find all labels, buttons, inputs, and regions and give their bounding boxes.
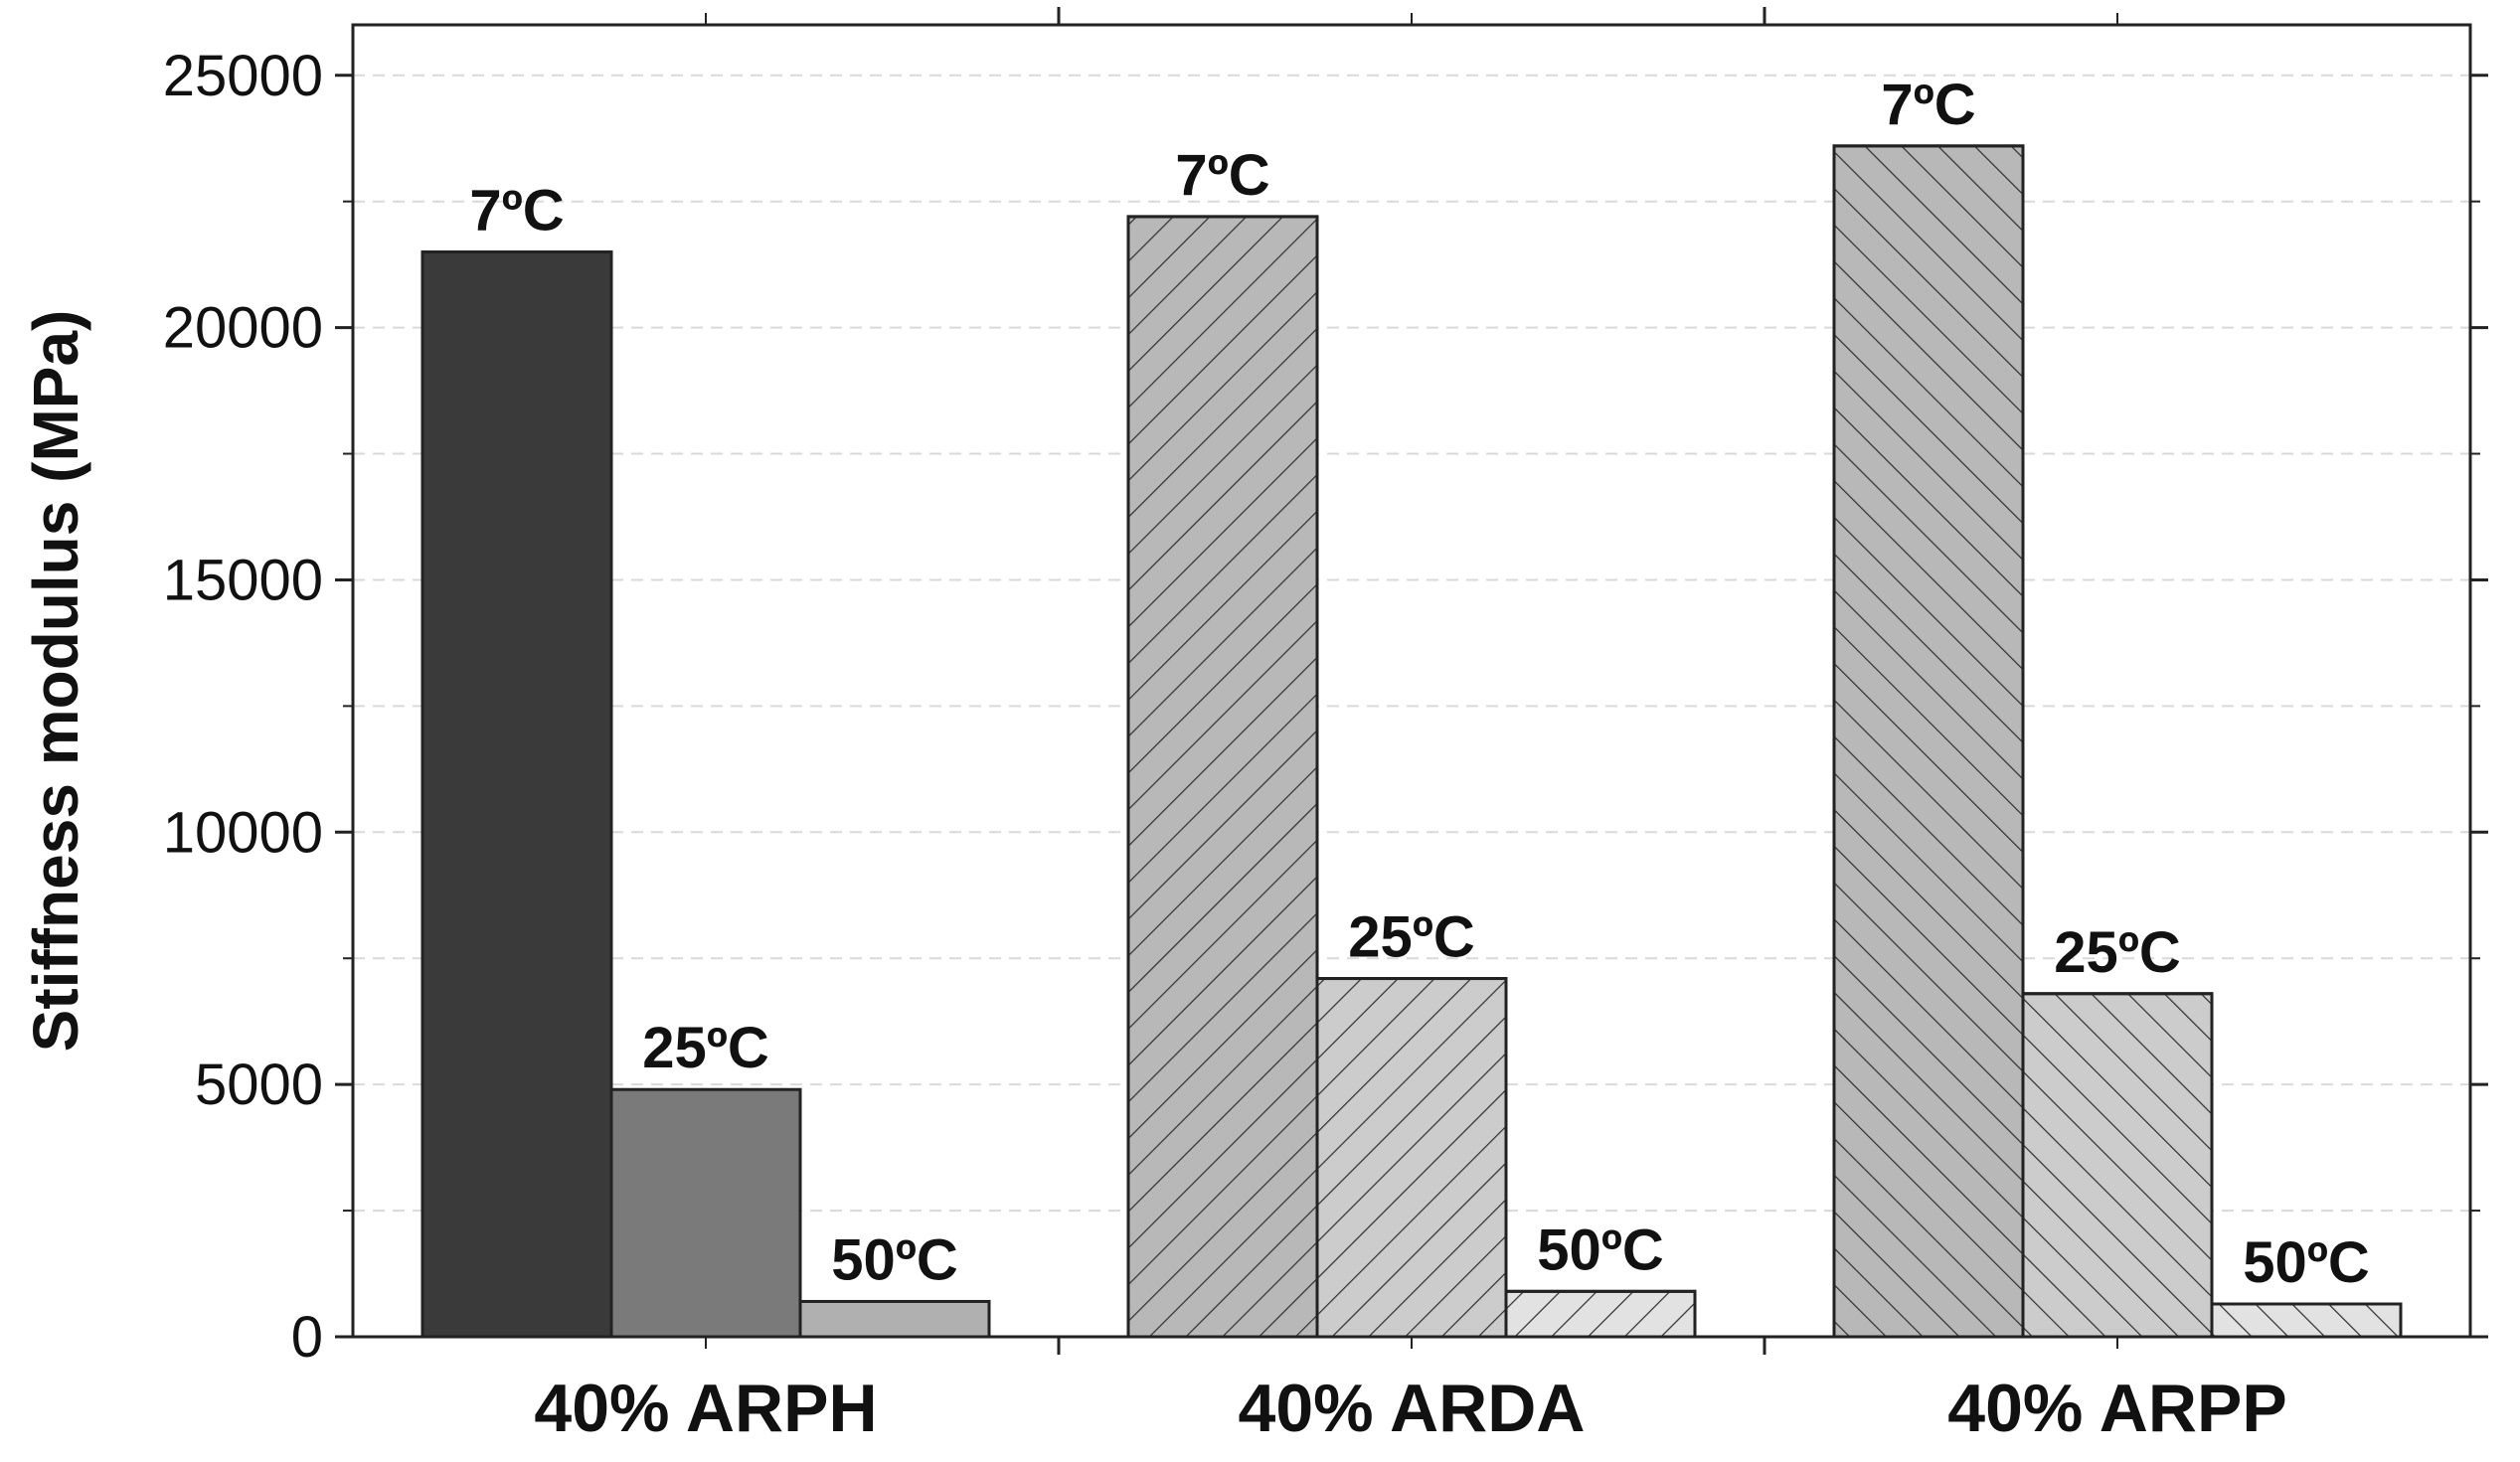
y-tick-label: 10000 (163, 800, 323, 865)
x-category-label: 40% ARDA (1239, 1371, 1586, 1446)
bar-hatch (1504, 1289, 1697, 1339)
bar-hatch (2021, 992, 2214, 1339)
data-label: 7ºC (469, 178, 564, 243)
bar-hatch (2210, 1302, 2403, 1339)
bar-hatch (1126, 215, 1319, 1339)
bar-hatch (1315, 977, 1508, 1339)
y-tick-label: 20000 (163, 296, 323, 361)
data-label: 50ºC (1537, 1218, 1664, 1282)
bar (609, 1087, 802, 1339)
x-category-label: 40% ARPP (1947, 1371, 2286, 1446)
y-tick-label: 5000 (195, 1053, 323, 1117)
labels: 0 5000 10000 15000 20000 25000 7ºC 25ºC 50ºC 40% … (163, 44, 2370, 1446)
data-label: 7ºC (1881, 73, 1975, 137)
y-tick-label: 15000 (163, 548, 323, 612)
x-category-label: 40% ARPH (534, 1371, 877, 1446)
bar (798, 1299, 991, 1339)
y-tick-label: 0 (291, 1305, 323, 1370)
data-label: 50ºC (2243, 1230, 2370, 1295)
data-label: 25ºC (2054, 920, 2181, 985)
bar (420, 249, 613, 1339)
data-label: 7ºC (1175, 143, 1269, 208)
bars (420, 144, 2403, 1339)
bar-hatch (1832, 144, 2025, 1339)
y-tick-label: 25000 (163, 44, 323, 108)
y-axis-title: Stiffness modulus (MPa) (20, 310, 91, 1053)
data-label: 25ºC (1348, 905, 1475, 970)
data-label: 25ºC (642, 1016, 769, 1080)
data-label: 50ºC (831, 1227, 958, 1292)
axis-ticks (335, 7, 2488, 1355)
